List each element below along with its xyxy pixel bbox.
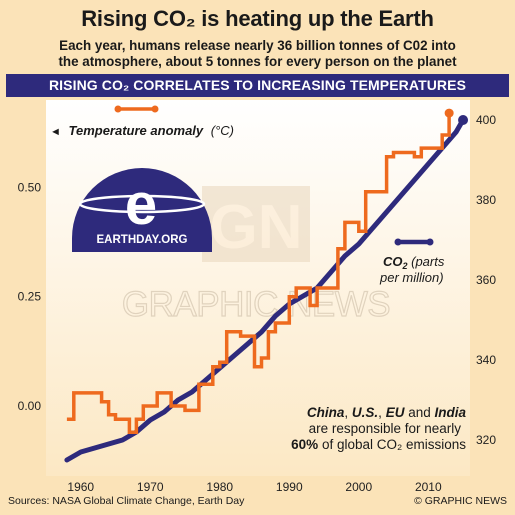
legend-co2: CO2 (parts per million) <box>379 238 445 285</box>
right-tick-label: 360 <box>476 273 496 287</box>
credit-text: © GRAPHIC NEWS <box>414 495 507 507</box>
x-tick-label: 1970 <box>137 480 164 494</box>
legend-co2-rest: (parts <box>408 254 445 269</box>
annotation-india: India <box>434 405 466 420</box>
svg-text:China, U.S., EU and India: China, U.S., EU and India <box>307 405 467 420</box>
x-tick-label: 2010 <box>415 480 442 494</box>
x-axis: 1960 1970 1980 1990 2000 2010 <box>67 480 442 494</box>
legend-co2-prefix: CO <box>383 254 403 269</box>
svg-text:CO2 (parts: CO2 (parts <box>383 254 445 271</box>
legend-temperature-arrow: ◄ <box>50 126 61 138</box>
annotation-line2: are responsible for nearly <box>309 421 462 436</box>
x-tick-label: 1960 <box>67 480 94 494</box>
left-tick-label: 0.00 <box>18 399 42 413</box>
subtitle: Each year, humans release nearly 36 bill… <box>10 38 505 70</box>
watermark-monogram: GN <box>210 193 303 262</box>
emissions-annotation: China, U.S., EU and India are responsibl… <box>291 405 466 452</box>
x-tick-label: 2000 <box>345 480 372 494</box>
page-title: Rising CO₂ is heating up the Earth <box>81 6 434 31</box>
annotation-percent: 60% <box>291 437 318 452</box>
left-tick-label: 0.50 <box>18 180 42 194</box>
sources-text: Sources: NASA Global Climate Change, Ear… <box>8 495 245 507</box>
svg-text:◄ Temperature anomaly: ◄ Temperature anomaly (°C) <box>50 123 234 138</box>
right-tick-label: 340 <box>476 353 496 367</box>
annotation-sep-3: and <box>404 405 434 420</box>
annotation-sep-1: , <box>344 405 352 420</box>
annotation-china: China <box>307 405 345 420</box>
logo-text: EARTHDAY.ORG <box>97 234 188 246</box>
subtitle-line-2: the atmosphere, about 5 tonnes for every… <box>58 54 457 69</box>
right-tick-label: 380 <box>476 193 496 207</box>
svg-text:60% of global CO₂ emissions: 60% of global CO₂ emissions <box>291 437 466 452</box>
earthday-logo: e EARTHDAY.ORG <box>72 168 212 252</box>
annotation-sep-2: , <box>378 405 386 420</box>
right-axis: 320 340 360 380 400 <box>476 113 496 447</box>
legend-co2-line2: per million) <box>379 270 444 285</box>
watermark-text: GRAPHIC NEWS <box>122 285 390 324</box>
left-tick-label: 0.25 <box>18 290 42 304</box>
legend-temperature-label: Temperature anomaly <box>69 123 204 138</box>
legend-co2-sub: 2 <box>402 261 408 271</box>
subtitle-line-1: Each year, humans release nearly 36 bill… <box>59 38 456 53</box>
annotation-eu: EU <box>386 405 406 420</box>
legend-temperature: ◄ Temperature anomaly (°C) <box>50 105 234 138</box>
left-axis: 0.00 0.25 0.50 <box>18 180 42 413</box>
right-tick-label: 400 <box>476 113 496 127</box>
watermark: GN GRAPHIC NEWS <box>121 186 391 325</box>
temperature-series-endpoint <box>444 108 454 118</box>
section-banner: RISING CO₂ CORRELATES TO INCREASING TEMP… <box>6 74 509 97</box>
x-tick-label: 1980 <box>206 480 233 494</box>
co2-series-endpoint <box>458 115 469 125</box>
x-tick-label: 1990 <box>276 480 303 494</box>
right-tick-label: 320 <box>476 433 496 447</box>
annotation-us: U.S. <box>352 405 378 420</box>
logo-letter: e <box>125 172 157 237</box>
annotation-line3: of global CO₂ emissions <box>318 437 466 452</box>
temperature-series-line <box>66 113 451 435</box>
legend-temperature-unit: (°C) <box>211 123 234 138</box>
